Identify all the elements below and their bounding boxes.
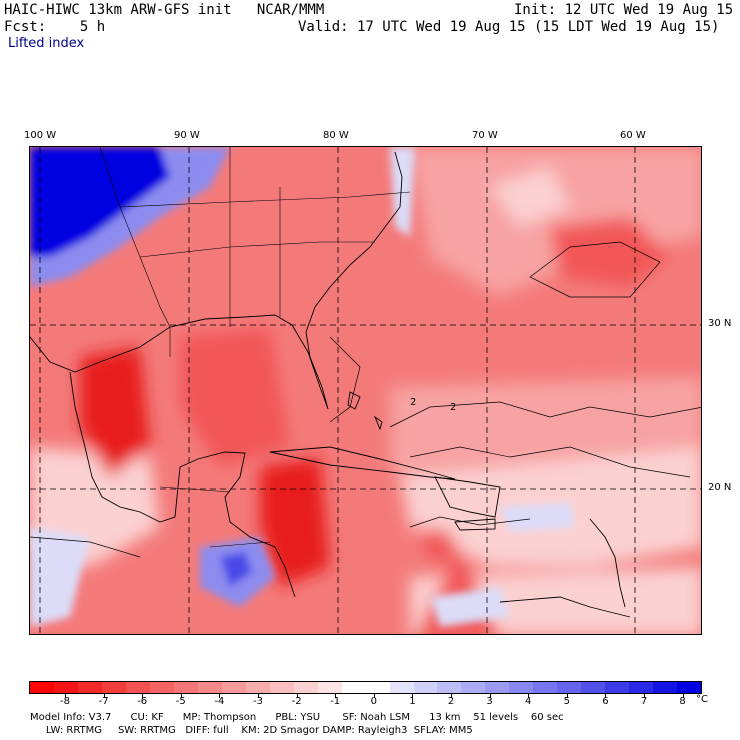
colorbar-tick <box>605 694 607 698</box>
model-info-line1: Model Info: V3.7 CU: KF MP: Thompson PBL… <box>30 712 564 723</box>
colorbar-tick <box>65 694 66 698</box>
colorbar-tick <box>451 694 452 698</box>
state-borders <box>99 147 411 548</box>
colorbar-tick <box>258 694 259 698</box>
colorbar-tick <box>528 694 530 698</box>
lon-label-70w: 70 W <box>472 130 498 141</box>
lat-label-30n: 30 N <box>708 318 732 329</box>
stable-regions <box>30 147 575 627</box>
colorbar-tick <box>103 694 105 698</box>
colorbar-tick-label: -5 <box>175 696 186 707</box>
coastlines <box>30 151 631 618</box>
colorbar-tick <box>335 694 337 698</box>
contour-label: 2 <box>410 397 417 408</box>
colorbar-swatch <box>269 682 294 693</box>
colorbar-tick <box>142 694 144 698</box>
colorbar-swatch <box>77 682 102 693</box>
field-name: Lifted index <box>8 36 85 51</box>
colorbar-swatch <box>149 682 174 693</box>
colorbar-swatch <box>389 682 414 693</box>
colorbar-tick <box>180 694 182 698</box>
colorbar-tick-label: 0 <box>370 696 377 707</box>
colorbar-tick-label: 5 <box>563 696 570 707</box>
colorbar-swatch <box>317 682 342 693</box>
colorbar-tick <box>682 694 684 698</box>
colorbar-swatch <box>677 682 702 693</box>
colorbar-tick-label: -4 <box>214 696 225 707</box>
colorbar-swatch <box>197 682 222 693</box>
colorbar-swatch <box>125 682 150 693</box>
colorbar-tick-label: -8 <box>60 696 70 707</box>
lat-label-20n: 20 N <box>708 482 732 493</box>
contour-lines <box>30 241 701 558</box>
colorbar-swatch <box>173 682 198 693</box>
colorbar-swatch <box>293 682 318 693</box>
forecast-hour: Fcst: 5 h <box>4 19 106 35</box>
lon-label-100w: 100 W <box>24 130 57 141</box>
colorbar-tick <box>219 694 221 698</box>
colorbar-swatch <box>365 682 390 693</box>
colorbar-swatch <box>245 682 270 693</box>
contour-label: 2 <box>450 402 457 413</box>
colorbar-tick-label: -6 <box>137 696 148 707</box>
colorbar-swatch <box>533 682 558 693</box>
colorbar-swatch <box>30 682 54 693</box>
colorbar-tick-label: 7 <box>640 696 648 707</box>
colorbar <box>29 681 702 694</box>
colorbar-swatch <box>509 682 534 693</box>
lifted-index-map: 2 2 <box>29 146 702 635</box>
colorbar-swatch <box>629 682 654 693</box>
colorbar-tick <box>644 694 645 698</box>
model-info-line2: LW: RRTMG SW: RRTMG DIFF: full KM: 2D Sm… <box>30 725 473 736</box>
model-title: HAIC-HIWC 13km ARW-GFS init NCAR/MMM <box>4 2 325 18</box>
colorbar-swatch <box>461 682 486 693</box>
colorbar-tick-label: -2 <box>291 696 302 707</box>
lon-label-80w: 80 W <box>323 130 349 141</box>
colorbar-swatch <box>101 682 126 693</box>
colorbar-tick-label: -7 <box>98 696 109 707</box>
colorbar-swatch <box>605 682 630 693</box>
colorbar-tick-label: 8 <box>679 696 686 707</box>
colorbar-swatch <box>53 682 78 693</box>
colorbar-swatch <box>221 682 246 693</box>
colorbar-tick-label: 1 <box>409 696 416 707</box>
colorbar-tick-label: 6 <box>602 696 609 707</box>
lon-label-60w: 60 W <box>620 130 646 141</box>
colorbar-tick <box>296 694 298 698</box>
colorbar-tick-label: 2 <box>447 696 455 707</box>
colorbar-tick <box>373 694 375 698</box>
graticule <box>30 147 701 634</box>
colorbar-swatch <box>581 682 606 693</box>
init-time: Init: 12 UTC Wed 19 Aug 15 <box>514 2 734 18</box>
colorbar-tick <box>489 694 491 698</box>
colorbar-swatch <box>653 682 678 693</box>
colorbar-tick-label: 4 <box>525 696 532 707</box>
valid-time: Valid: 17 UTC Wed 19 Aug 15 (15 LDT Wed … <box>298 19 720 35</box>
colorbar-swatch <box>437 682 462 693</box>
colorbar-tick-label: -3 <box>253 696 263 707</box>
colorbar-swatch <box>341 682 366 693</box>
colorbar-swatch <box>557 682 582 693</box>
colorbar-unit: °C <box>696 694 708 705</box>
colorbar-tick <box>412 694 414 698</box>
colorbar-tick <box>566 694 568 698</box>
colorbar-tick-label: -1 <box>330 696 341 707</box>
colorbar-swatch <box>485 682 510 693</box>
colorbar-tick-label: 3 <box>486 696 493 707</box>
colorbar-swatch <box>413 682 438 693</box>
lon-label-90w: 90 W <box>174 130 200 141</box>
